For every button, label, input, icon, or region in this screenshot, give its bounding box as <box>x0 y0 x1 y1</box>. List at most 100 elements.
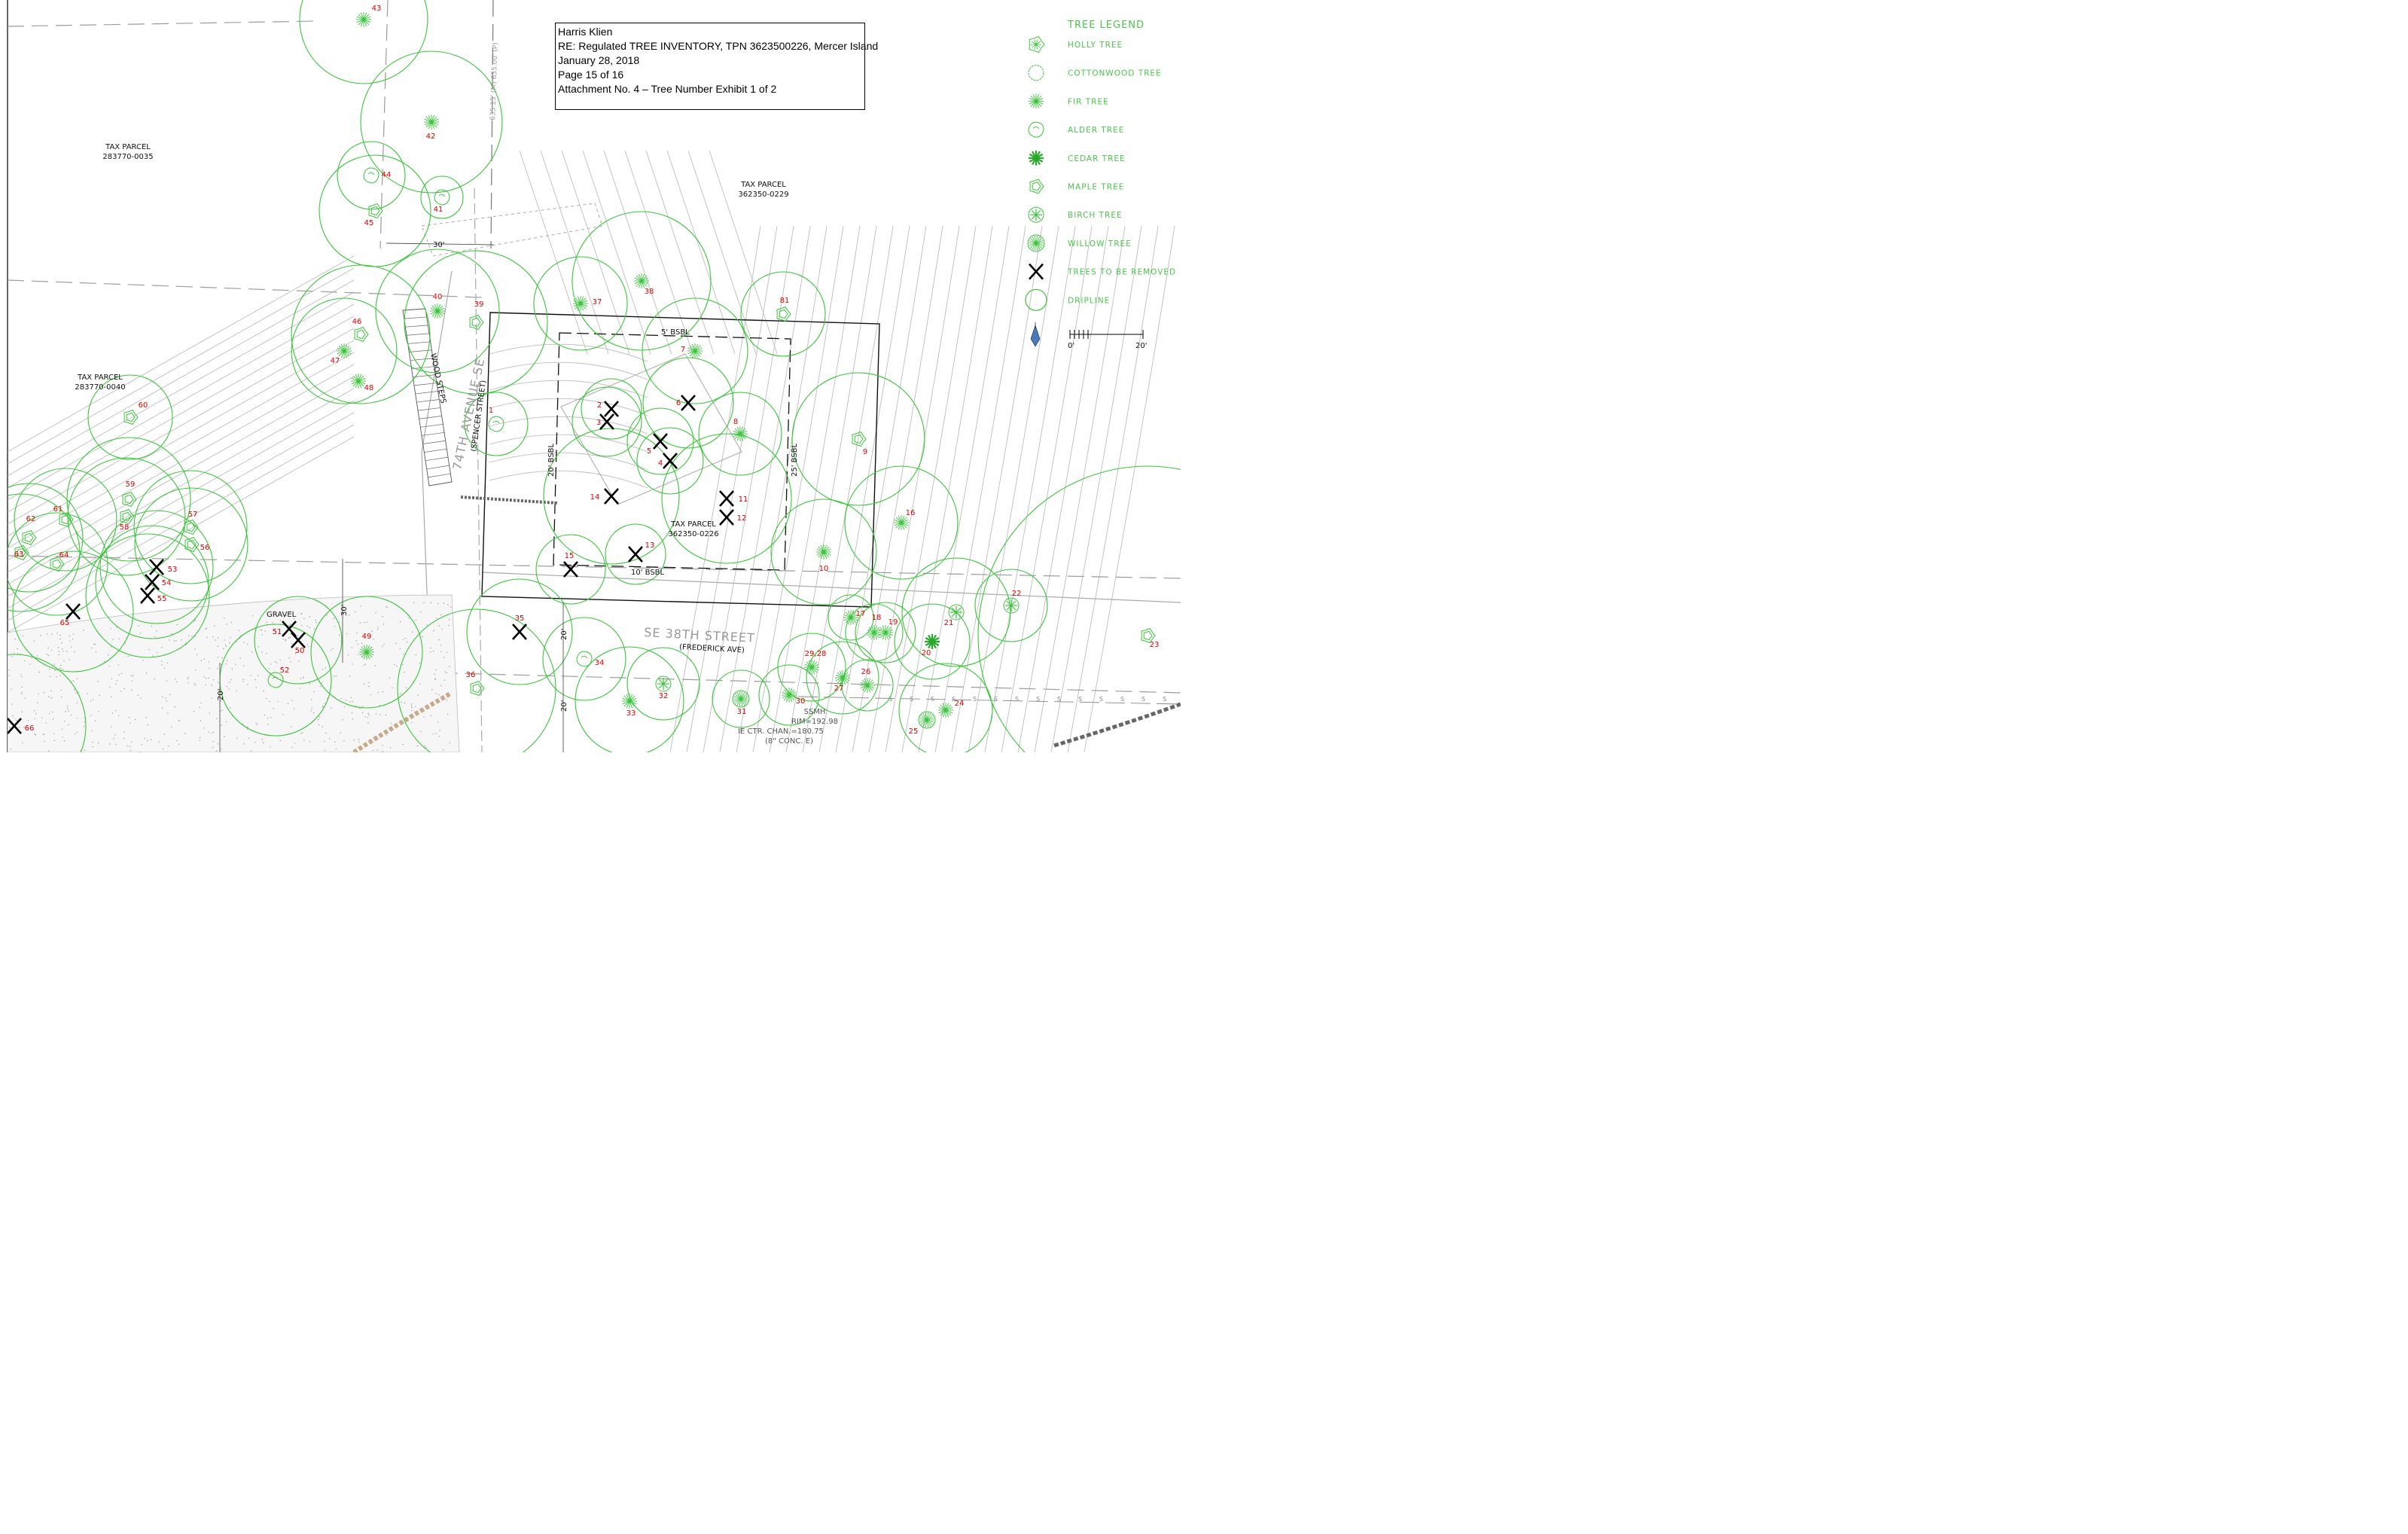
svg-text:S: S <box>1078 696 1082 703</box>
tree-44-label: 44 <box>382 171 392 179</box>
svg-text:S: S <box>889 696 892 703</box>
tree-21-label: 21 <box>944 619 954 627</box>
tree-53-label: 53 <box>168 566 178 574</box>
svg-text:S: S <box>1099 696 1103 703</box>
tree-10-label: 10 <box>819 565 829 573</box>
property-lines <box>8 0 1181 752</box>
legend-dripline-circle-icon <box>1025 288 1047 311</box>
tree-14-dripline <box>543 428 680 565</box>
tree-45-maple-icon <box>368 203 383 219</box>
tree-35-remove-icon <box>512 624 527 640</box>
tree-17-dripline <box>828 594 874 641</box>
tree-13-remove-icon <box>628 546 643 563</box>
tree-34-alder-icon <box>576 651 593 667</box>
tree-6-dripline <box>642 357 734 449</box>
tree-22-label: 22 <box>1012 590 1022 598</box>
legend-label-3: ALDER TREE <box>1068 126 1124 135</box>
parcel-nw-number: 283770-0035 <box>102 153 153 161</box>
tree-30-dripline <box>758 664 820 726</box>
tree-26-fir-icon <box>860 678 875 693</box>
setback-south: 10' BSBL <box>631 569 665 577</box>
tree-13-dripline <box>605 523 666 585</box>
tree-45-label: 45 <box>364 219 374 227</box>
tree-37-fir-icon <box>573 296 588 311</box>
tree-42-label: 42 <box>426 133 436 141</box>
tree-11-label: 11 <box>739 496 748 504</box>
tree-38-dripline <box>572 211 712 351</box>
tree-35-label: 35 <box>515 615 525 623</box>
tree-8-dripline <box>698 392 782 476</box>
contour-lines <box>8 150 1175 752</box>
tree-61-label: 61 <box>53 505 63 514</box>
legend-birch-tree-icon <box>1028 206 1044 223</box>
tree-13-label: 13 <box>645 541 655 550</box>
tree-8-label: 8 <box>733 418 738 426</box>
dim-b2: 20' <box>560 700 568 712</box>
tree-49-dripline <box>310 596 423 709</box>
tree-6-label: 6 <box>676 399 681 407</box>
tree-59-maple-icon <box>122 491 137 508</box>
tree-20-label: 20 <box>922 649 931 657</box>
tree-54-label: 54 <box>162 579 172 587</box>
tree-10-dripline <box>770 499 877 605</box>
scale-bar <box>1069 330 1144 339</box>
legend-label-7: WILLOW TREE <box>1068 239 1132 249</box>
tree-18-dripline <box>845 603 904 662</box>
parcel-w-number: 283770-0040 <box>75 383 125 392</box>
tree-43-fir-icon <box>356 12 371 27</box>
tree-4-remove-icon <box>663 453 678 469</box>
tree-20-dripline <box>894 603 971 680</box>
tree-38-label: 38 <box>645 288 654 296</box>
tree-40-label: 40 <box>433 293 443 301</box>
tree-20-cedar-icon <box>925 634 940 649</box>
legend-alder-tree-icon <box>1028 121 1044 138</box>
tree-16-label: 16 <box>906 509 916 517</box>
tree-64-dripline <box>8 512 108 616</box>
tree-65-dripline <box>12 550 134 672</box>
tree-48-label: 48 <box>364 384 374 392</box>
legend-label-2: FIR TREE <box>1068 97 1109 106</box>
tree-7-fir-icon <box>687 343 703 358</box>
tree-34-dripline <box>542 617 626 701</box>
rim-label: RIM=192.98 <box>791 718 838 726</box>
tree-52-alder-icon <box>267 672 284 688</box>
tree-41-alder-icon <box>434 189 450 206</box>
title-line-5: Attachment No. 4 – Tree Number Exhibit 1… <box>558 83 777 95</box>
tree-56-maple-icon <box>184 536 200 553</box>
tree-36-label: 36 <box>466 671 476 679</box>
tree-55-dripline <box>85 533 210 658</box>
tree-32-dripline <box>626 647 700 721</box>
tree-19-label: 19 <box>889 618 898 627</box>
svg-text:S: S <box>910 696 913 703</box>
tree-56-dripline <box>134 487 248 602</box>
tree-50-dripline <box>254 596 343 685</box>
tree-4-dripline <box>636 427 704 495</box>
tree-44-alder-icon <box>363 167 379 184</box>
tree-11-remove-icon <box>719 490 734 507</box>
title-line-2: RE: Regulated TREE INVENTORY, TPN 362350… <box>558 40 879 52</box>
tree-29-28-fir-icon <box>804 660 819 675</box>
tree-8-fir-icon <box>733 426 748 441</box>
setback-west: 20' BSBL <box>547 443 556 477</box>
tree-62-label: 62 <box>26 515 36 523</box>
scale-right-label: 20' <box>1135 342 1147 350</box>
tree-55-label: 55 <box>157 595 167 603</box>
tree-53-remove-icon <box>149 559 164 575</box>
tree-2-dripline <box>581 378 642 440</box>
tree-66-dripline <box>8 654 87 752</box>
legend-maple-tree-icon <box>1029 178 1044 194</box>
title-line-3: January 28, 2018 <box>558 54 640 66</box>
tree-61-dripline <box>14 468 117 572</box>
tree-38-fir-icon <box>634 273 649 288</box>
tree-48-fir-icon <box>351 374 366 389</box>
legend-willow-tree-icon <box>1027 234 1045 252</box>
tree-24-dripline <box>898 663 993 752</box>
street-alt-label: (FREDERICK AVE) <box>679 643 745 655</box>
title-line-4: Page 15 of 16 <box>558 69 624 81</box>
tree-33-fir-icon <box>622 694 637 709</box>
tree-9-dripline <box>791 372 925 506</box>
tree-53-dripline <box>99 510 214 624</box>
svg-text:S: S <box>1036 696 1040 703</box>
